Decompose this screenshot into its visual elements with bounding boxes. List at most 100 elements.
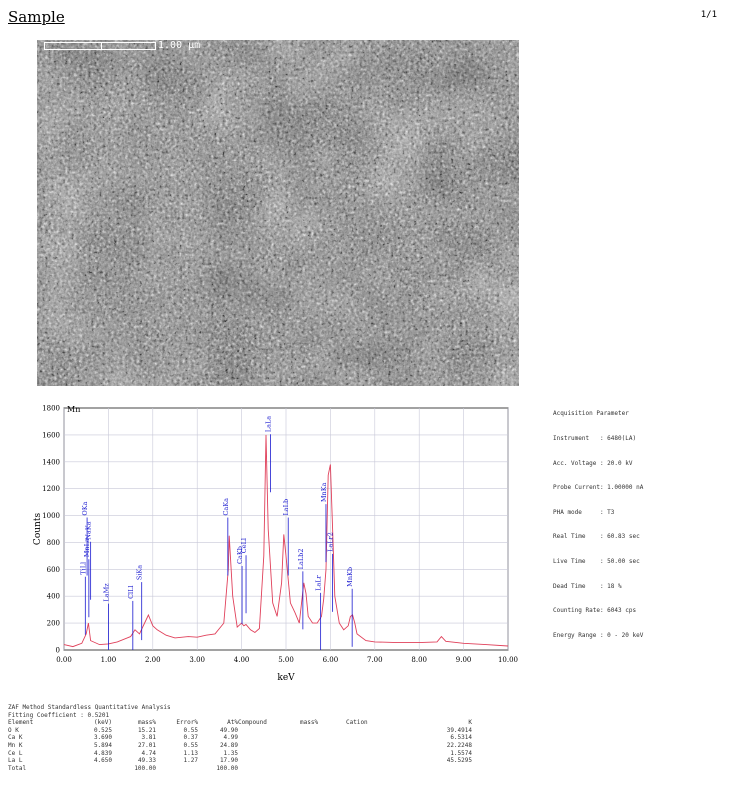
table-cell	[156, 765, 198, 773]
page-number: 1/1	[700, 10, 717, 20]
table-cell	[238, 727, 300, 735]
x-tick-label: 0.00	[56, 656, 72, 664]
acquisition-line: Real Time : 60.83 sec	[553, 533, 640, 541]
x-tick-label: 3.00	[189, 656, 205, 664]
acquisition-line: Probe Current: 1.00000 nA	[553, 484, 644, 492]
table-cell: mass%	[137, 719, 156, 727]
table-cell: 1.27	[183, 757, 198, 765]
spectrum-series-line	[63, 434, 509, 648]
y-tick-label: 1600	[42, 431, 60, 439]
table-row: La L 4.650 49.33 1.27 17.90 45.5295	[8, 757, 472, 765]
table-cell	[346, 750, 402, 758]
table-cell: Ca K	[8, 734, 23, 742]
x-tick-label: 7.00	[367, 656, 383, 664]
table-cell: 49.90	[219, 726, 238, 734]
table-cell: 3.690	[93, 734, 112, 742]
sem-micrograph	[37, 40, 519, 386]
acquisition-line: Counting Rate: 6043 cps	[553, 607, 637, 615]
acquisition-line: Dead Time : 18 %	[553, 582, 622, 590]
table-cell: 17.90	[219, 757, 238, 765]
table-row: Ce L 4.839 4.74 1.13 1.35 1.5574	[8, 750, 472, 758]
table-cell: 3.81	[141, 734, 156, 742]
peak-label: LaLb	[282, 499, 290, 516]
table-cell: 1.5574	[450, 749, 472, 757]
peak-label: NaKa	[85, 521, 93, 539]
quant-fitting: Fitting Coefficient : 0.5201	[8, 711, 110, 719]
acquisition-line: PHA mode : T3	[553, 508, 615, 516]
table-cell: 6.5314	[450, 734, 472, 742]
quantitative-analysis: ZAF Method Standardless Quantitative Ana…	[8, 704, 472, 772]
table-cell: Total	[8, 764, 27, 772]
quant-table: Element (keV) mass% Error% At% Compound mass% C…	[8, 719, 472, 772]
table-cell: At%	[227, 719, 238, 727]
y-tick-label: 1400	[42, 458, 60, 466]
table-cell	[346, 742, 402, 750]
table-cell: 1.13	[183, 749, 198, 757]
acquisition-line: Energy Range : 0 - 20 keV	[553, 631, 644, 639]
table-cell	[68, 765, 112, 773]
x-axis-label: keV	[277, 673, 295, 683]
table-cell	[300, 765, 346, 773]
y-tick-label: 1000	[42, 512, 60, 520]
table-cell: 100.00	[216, 764, 238, 772]
peak-label: OKa	[81, 501, 89, 515]
table-cell: 100.00	[134, 764, 156, 772]
table-cell	[300, 750, 346, 758]
table-cell: O K	[8, 726, 19, 734]
table-cell	[346, 757, 402, 765]
table-cell	[238, 734, 300, 742]
peak-label: LaLr	[315, 574, 323, 591]
scale-bar	[44, 42, 156, 50]
table-cell: 4.74	[141, 749, 156, 757]
acquisition-line: Instrument : 6480(LA)	[553, 435, 637, 443]
table-row: O K 0.525 15.21 0.55 49.90 39.4914	[8, 727, 472, 735]
acquisition-line: Live Time : 50.00 sec	[553, 558, 640, 566]
table-cell: La L	[8, 757, 23, 765]
table-cell	[300, 727, 346, 735]
y-axis-label: Counts	[33, 513, 43, 546]
page-title: Sample	[8, 8, 65, 26]
y-tick-label: 1200	[42, 485, 60, 493]
table-cell: 27.01	[137, 741, 156, 749]
table-cell: 1.35	[223, 749, 238, 757]
table-cell: 5.894	[93, 741, 112, 749]
table-cell: Mn K	[8, 741, 23, 749]
table-row: Total 100.00 100.00	[8, 765, 472, 773]
x-tick-label: 9.00	[456, 656, 472, 664]
table-cell	[238, 742, 300, 750]
table-cell: 24.89	[219, 741, 238, 749]
y-tick-label: 600	[47, 566, 60, 574]
table-cell: 4.99	[223, 734, 238, 742]
y-tick-label: 0	[56, 647, 60, 655]
table-cell: 4.650	[93, 757, 112, 765]
scale-bar-label: 1.00 µm	[158, 40, 201, 51]
table-row: Mn K 5.894 27.01 0.55 24.89 22.2248	[8, 742, 472, 750]
table-cell	[346, 765, 402, 773]
quant-title: ZAF Method Standardless Quantitative Ana…	[8, 704, 171, 711]
x-tick-label: 1.00	[101, 656, 117, 664]
table-cell: Cation	[346, 719, 368, 727]
peak-label: LaMz	[102, 583, 110, 602]
table-cell	[402, 765, 472, 773]
table-cell	[346, 727, 402, 735]
peak-label: CeLl	[240, 538, 248, 553]
table-cell: Ce L	[8, 749, 23, 757]
peak-label: CaKb	[236, 546, 244, 564]
peak-label: MnKa	[320, 482, 328, 502]
y-tick-label: 400	[47, 593, 60, 601]
peak-label: ClLl	[127, 585, 135, 598]
table-cell	[346, 734, 402, 742]
table-cell: 0.37	[183, 734, 198, 742]
table-cell: 15.21	[137, 726, 156, 734]
peak-label: MnKb	[346, 567, 354, 587]
table-cell: 49.33	[137, 757, 156, 765]
acquisition-parameters: Acquisition Parameter Instrument : 6480(…	[553, 394, 643, 648]
eds-spectrum-chart: 0.00 1.00 2.00 3.00 4.00 5.00 6.00 7.00 8.00 9.00…	[33, 405, 518, 684]
peak-label: MnLa	[83, 538, 91, 557]
acquisition-title: Acquisition Parameter	[553, 410, 629, 418]
x-tick-label: 4.00	[234, 656, 250, 664]
x-tick-label: 2.00	[145, 656, 161, 664]
peak-label: LaLa	[264, 416, 272, 433]
table-cell	[238, 765, 300, 773]
table-cell: K	[468, 719, 472, 727]
